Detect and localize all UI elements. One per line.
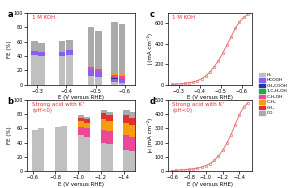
Bar bbox=[95, 72, 102, 77]
Bar bbox=[78, 115, 84, 118]
Bar bbox=[78, 127, 84, 135]
Y-axis label: jₑₗ (mA cm⁻²): jₑₗ (mA cm⁻²) bbox=[147, 118, 153, 153]
Bar bbox=[100, 119, 107, 130]
Bar bbox=[106, 121, 112, 131]
Bar bbox=[88, 70, 94, 76]
Bar bbox=[55, 127, 61, 171]
Bar bbox=[84, 128, 90, 137]
Bar bbox=[111, 79, 118, 83]
Bar bbox=[129, 151, 135, 171]
Bar bbox=[84, 119, 90, 123]
Bar bbox=[106, 144, 112, 171]
Text: 1 M KOH: 1 M KOH bbox=[32, 15, 56, 20]
Bar bbox=[123, 135, 130, 150]
Bar bbox=[119, 24, 125, 74]
Y-axis label: j (mA cm⁻²): j (mA cm⁻²) bbox=[147, 33, 153, 65]
Bar bbox=[129, 137, 135, 151]
Bar bbox=[59, 52, 65, 56]
Bar bbox=[100, 113, 107, 119]
Bar bbox=[38, 56, 45, 85]
Bar bbox=[31, 51, 38, 55]
Bar bbox=[31, 55, 38, 85]
Bar bbox=[119, 80, 125, 83]
Text: Strong acid with K⁺
(pH<0): Strong acid with K⁺ (pH<0) bbox=[172, 102, 225, 113]
Bar bbox=[59, 41, 65, 52]
Bar bbox=[95, 69, 102, 72]
Bar bbox=[38, 52, 45, 56]
X-axis label: E (V versus RHE): E (V versus RHE) bbox=[58, 95, 104, 100]
Bar bbox=[111, 83, 118, 85]
Bar bbox=[95, 77, 102, 85]
Bar bbox=[88, 67, 94, 70]
Bar bbox=[38, 128, 44, 171]
Bar bbox=[119, 79, 125, 80]
Bar bbox=[111, 22, 118, 73]
Text: Strong acid with K⁺
(pH<0): Strong acid with K⁺ (pH<0) bbox=[32, 102, 85, 113]
Bar bbox=[84, 137, 90, 171]
Bar bbox=[119, 74, 125, 76]
Bar bbox=[100, 110, 107, 113]
Bar bbox=[119, 83, 125, 85]
Bar bbox=[38, 43, 45, 52]
Bar bbox=[111, 75, 118, 77]
Bar bbox=[123, 115, 130, 123]
Bar bbox=[78, 135, 84, 171]
Bar bbox=[61, 126, 67, 171]
Bar bbox=[111, 73, 118, 75]
Bar bbox=[106, 115, 112, 121]
Y-axis label: FE (%): FE (%) bbox=[7, 40, 12, 58]
Bar bbox=[106, 131, 112, 144]
Text: b: b bbox=[8, 97, 14, 106]
Bar bbox=[78, 118, 84, 121]
Bar bbox=[78, 121, 84, 127]
Bar bbox=[129, 118, 135, 125]
X-axis label: E (V versus RHE): E (V versus RHE) bbox=[58, 182, 104, 187]
Text: c: c bbox=[149, 10, 154, 19]
Bar bbox=[129, 112, 135, 118]
Legend: H₂, HCOOH, CH₃COOH, 1-C₂H₅OH, C₂H₅OH, C₂H₄, CH₄, CO: H₂, HCOOH, CH₃COOH, 1-C₂H₅OH, C₂H₅OH, C₂… bbox=[259, 72, 288, 116]
Bar bbox=[84, 123, 90, 128]
Bar bbox=[31, 41, 38, 51]
Bar bbox=[119, 76, 125, 79]
Bar bbox=[100, 130, 107, 143]
Bar bbox=[111, 78, 118, 79]
Bar bbox=[106, 112, 112, 115]
Bar bbox=[123, 150, 130, 171]
Bar bbox=[123, 123, 130, 135]
X-axis label: E (V versus RHE): E (V versus RHE) bbox=[187, 95, 233, 100]
Bar bbox=[111, 77, 118, 78]
Text: a: a bbox=[8, 10, 13, 19]
Bar bbox=[123, 110, 130, 115]
Y-axis label: FE (%): FE (%) bbox=[7, 127, 12, 144]
Bar bbox=[32, 130, 39, 171]
Bar bbox=[129, 125, 135, 137]
Text: d: d bbox=[149, 97, 155, 106]
Bar bbox=[66, 55, 73, 85]
Bar bbox=[84, 117, 90, 119]
Bar bbox=[66, 40, 73, 50]
Bar bbox=[88, 76, 94, 85]
Bar bbox=[66, 50, 73, 55]
Bar bbox=[59, 56, 65, 85]
Bar bbox=[95, 31, 102, 69]
Text: 1 M KOH: 1 M KOH bbox=[172, 15, 196, 20]
X-axis label: E (V versus RHE): E (V versus RHE) bbox=[187, 182, 233, 187]
Bar bbox=[88, 27, 94, 67]
Bar bbox=[100, 143, 107, 171]
